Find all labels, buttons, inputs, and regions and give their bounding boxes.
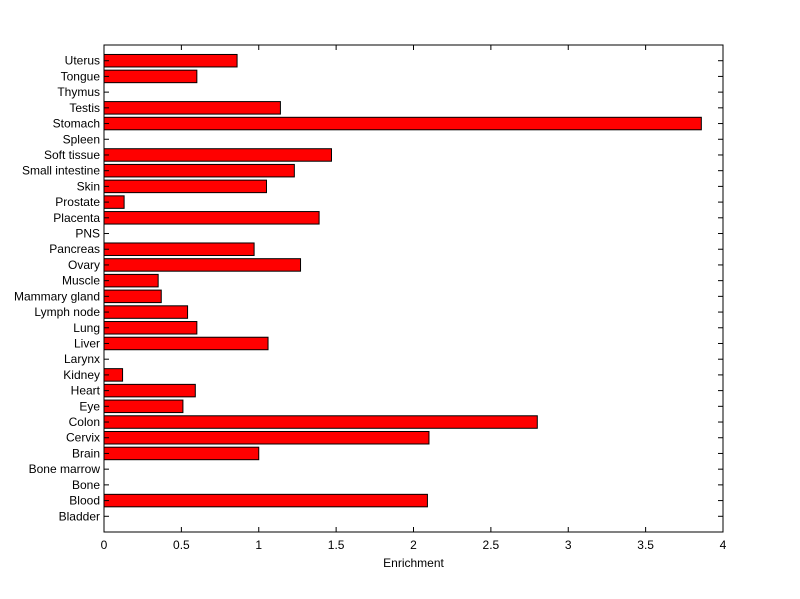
- y-tick-label-liver: Liver: [74, 336, 100, 350]
- bar-tongue: [103, 69, 198, 84]
- y-tick-label-bone: Bone: [72, 478, 100, 492]
- bar-stomach: [103, 116, 702, 131]
- y-tick-label-pancreas: Pancreas: [49, 242, 100, 256]
- bar-small-intestine: [103, 163, 295, 178]
- bar-mammary-gland: [103, 289, 162, 304]
- y-tick-label-prostate: Prostate: [55, 195, 100, 209]
- bar-muscle: [103, 273, 159, 288]
- bar-lung: [103, 321, 198, 335]
- bar-uterus: [103, 53, 238, 68]
- y-tick-label-skin: Skin: [77, 179, 100, 193]
- x-tick-label: 1.5: [328, 538, 345, 552]
- bar-lymph-node: [103, 305, 189, 319]
- y-tick-label-placenta: Placenta: [53, 211, 100, 225]
- x-axis-title: Enrichment: [383, 556, 444, 570]
- y-tick-label-colon: Colon: [69, 415, 100, 429]
- bars-layer: [103, 53, 702, 508]
- y-tick-label-kidney: Kidney: [63, 368, 100, 382]
- y-tick-label-eye: Eye: [79, 399, 100, 413]
- y-tick-label-mammary-gland: Mammary gland: [14, 289, 100, 303]
- y-tick-label-larynx: Larynx: [64, 352, 100, 366]
- bar-liver: [103, 336, 269, 351]
- y-tick-label-lung: Lung: [73, 321, 100, 335]
- x-tick-label: 3.5: [637, 538, 654, 552]
- bar-blood: [103, 493, 428, 508]
- bar-testis: [103, 101, 281, 115]
- ticks-layer: [103, 45, 724, 532]
- bar-eye: [103, 399, 184, 414]
- bar-skin: [103, 179, 267, 194]
- x-tick-label: 2.5: [483, 538, 500, 552]
- x-tick-label: 3: [565, 538, 572, 552]
- y-tick-label-small-intestine: Small intestine: [22, 164, 100, 178]
- y-tick-label-heart: Heart: [71, 384, 101, 398]
- x-tick-label: 4: [720, 538, 727, 552]
- x-tick-label: 1: [255, 538, 262, 552]
- y-tick-label-lymph-node: Lymph node: [34, 305, 100, 319]
- y-tick-label-muscle: Muscle: [62, 274, 100, 288]
- y-tick-label-testis: Testis: [69, 101, 100, 115]
- bar-ovary: [103, 258, 302, 272]
- bar-colon: [103, 415, 538, 429]
- y-tick-label-uterus: Uterus: [65, 54, 100, 68]
- x-tick-label: 0.5: [173, 538, 190, 552]
- y-tick-label-pns: PNS: [75, 227, 100, 241]
- y-tick-label-soft-tissue: Soft tissue: [44, 148, 100, 162]
- y-tick-label-stomach: Stomach: [53, 117, 100, 131]
- x-tick-labels: 0 0.5 1 1.5 2 2.5 3 3.5 4: [101, 538, 727, 552]
- y-tick-label-spleen: Spleen: [63, 132, 100, 146]
- y-tick-label-ovary: Ovary: [68, 258, 100, 272]
- y-tick-label-cervix: Cervix: [66, 431, 100, 445]
- bar-heart: [103, 383, 196, 398]
- bar-pancreas: [103, 242, 255, 256]
- x-tick-label: 2: [410, 538, 417, 552]
- y-tick-label-bone-marrow: Bone marrow: [29, 462, 101, 476]
- y-tick-label-brain: Brain: [72, 446, 100, 460]
- x-tick-label: 0: [101, 538, 108, 552]
- bar-brain: [103, 446, 260, 461]
- y-tick-label-tongue: Tongue: [61, 69, 101, 83]
- y-tick-label-blood: Blood: [69, 494, 100, 508]
- y-tick-label-thymus: Thymus: [57, 85, 100, 99]
- bar-cervix: [103, 430, 430, 445]
- bar-placenta: [103, 211, 320, 225]
- y-tick-label-bladder: Bladder: [59, 509, 100, 523]
- bar-soft-tissue: [103, 148, 332, 162]
